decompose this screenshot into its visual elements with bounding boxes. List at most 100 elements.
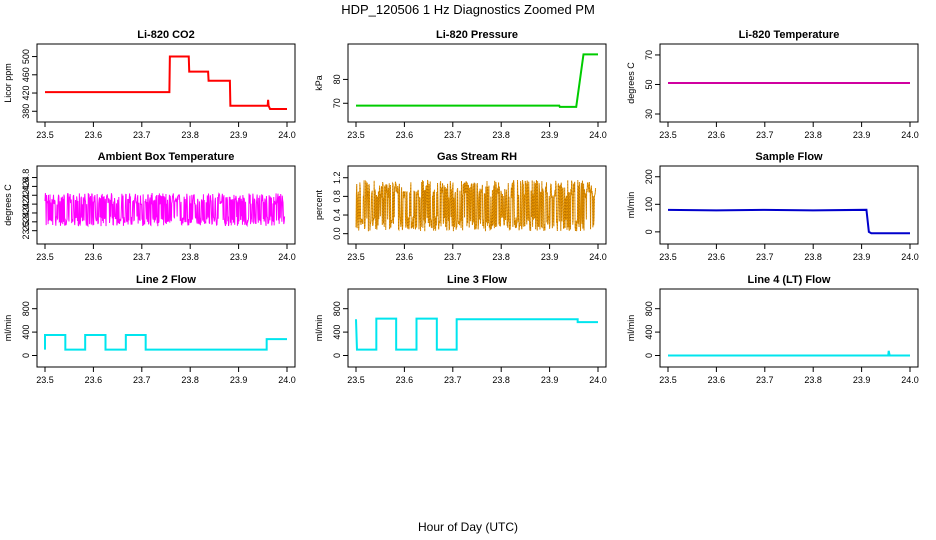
y-axis-label: ml/min: [3, 315, 13, 342]
plot-frame: [347, 43, 607, 123]
x-tick-label: 23.8: [492, 130, 510, 140]
y-axis-label: ml/min: [314, 315, 324, 342]
plot-frame: [36, 43, 296, 123]
y-axis-label: ml/min: [626, 315, 636, 342]
x-tick-label: 23.9: [541, 375, 559, 385]
plot-frame: [347, 288, 607, 368]
y-tick-label: 23.8: [21, 213, 31, 231]
x-tick-label: 23.5: [347, 130, 365, 140]
x-tick-label: 23.6: [396, 252, 414, 262]
x-tick-label: 24.0: [901, 252, 919, 262]
x-tick-label: 23.7: [133, 252, 151, 262]
figure-x-axis-label: Hour of Day (UTC): [418, 520, 518, 534]
series-line: [356, 53, 598, 108]
y-tick-label: 800: [21, 301, 31, 316]
x-tick-label: 23.5: [36, 130, 54, 140]
x-tick-label: 23.7: [756, 130, 774, 140]
y-tick-label: 24.0: [21, 204, 31, 222]
y-tick-label: 380: [21, 104, 31, 119]
x-tick-label: 23.6: [396, 130, 414, 140]
chart-panel-3: Li-820 Temperature degrees C 23.5 23.6 23.7 2…: [626, 29, 919, 140]
x-tick-label: 23.7: [756, 252, 774, 262]
y-tick-label: 200: [644, 169, 654, 184]
series-line: [668, 350, 910, 357]
y-axis-label: kPa: [314, 75, 324, 91]
y-tick-label: 30: [644, 109, 654, 119]
plot-frame: [659, 165, 919, 245]
y-tick-label: 0.0: [332, 227, 342, 240]
x-tick-label: 24.0: [901, 130, 919, 140]
panel-title: Line 3 Flow: [447, 274, 507, 286]
y-axis-label: Licor ppm: [3, 63, 13, 103]
y-tick-label: 24.8: [21, 169, 31, 187]
chart-panel-8: Line 3 Flow ml/min 23.5 23.6 23.7 23.8 23.9 24.…: [314, 274, 607, 385]
y-tick-label: 0: [21, 353, 31, 358]
x-tick-label: 23.9: [230, 252, 248, 262]
y-tick-label: 400: [644, 325, 654, 340]
y-tick-label: 0.4: [332, 209, 342, 222]
y-tick-label: 800: [332, 301, 342, 316]
chart-panel-5: Gas Stream RH percent 23.5 23.6 23.7 23.8 23.9…: [314, 151, 607, 262]
x-tick-label: 23.9: [541, 130, 559, 140]
y-tick-label: 400: [332, 325, 342, 340]
y-tick-label: 100: [644, 197, 654, 212]
panel-title: Li-820 CO2: [137, 29, 194, 41]
x-tick-label: 23.6: [396, 375, 414, 385]
y-tick-label: 24.6: [21, 178, 31, 196]
chart-panel-9: Line 4 (LT) Flow ml/min 23.5 23.6 23.7 23.8 23…: [626, 274, 919, 385]
x-tick-label: 23.7: [444, 252, 462, 262]
x-tick-label: 23.5: [659, 252, 677, 262]
x-tick-label: 23.6: [708, 375, 726, 385]
plot-frame: [659, 43, 919, 123]
x-tick-label: 23.9: [230, 130, 248, 140]
x-tick-label: 23.8: [492, 375, 510, 385]
x-tick-label: 23.7: [133, 130, 151, 140]
x-tick-label: 24.0: [278, 252, 296, 262]
x-tick-label: 23.6: [708, 130, 726, 140]
x-tick-label: 23.5: [36, 375, 54, 385]
x-tick-label: 23.9: [853, 252, 871, 262]
series-line: [667, 208, 910, 235]
x-tick-label: 23.9: [853, 130, 871, 140]
x-tick-label: 23.5: [659, 130, 677, 140]
y-axis-label: ml/min: [626, 192, 636, 219]
x-tick-label: 23.5: [347, 252, 365, 262]
x-tick-label: 23.7: [444, 130, 462, 140]
y-tick-label: 70: [332, 98, 342, 108]
x-tick-label: 24.0: [901, 375, 919, 385]
x-tick-label: 24.0: [278, 130, 296, 140]
series-line: [45, 55, 287, 110]
chart-panel-1: Li-820 CO2 Licor ppm 23.5 23.6 23.7 23.8 23.9 2…: [3, 29, 296, 140]
x-tick-label: 23.9: [541, 252, 559, 262]
x-tick-label: 23.9: [230, 375, 248, 385]
figure-title: HDP_120506 1 Hz Diagnostics Zoomed PM: [341, 2, 595, 17]
chart-panel-7: Line 2 Flow ml/min 23.5 23.6 23.7 23.8 23.9 24.…: [3, 274, 296, 385]
series-line: [355, 317, 598, 351]
y-tick-label: 400: [21, 325, 31, 340]
y-axis-label: percent: [314, 189, 324, 220]
y-tick-label: 50: [644, 79, 654, 89]
y-tick-label: 1.2: [332, 171, 342, 184]
x-tick-label: 23.8: [181, 375, 199, 385]
y-tick-label: 500: [21, 49, 31, 64]
y-axis-label: degrees C: [626, 62, 636, 104]
x-tick-label: 23.5: [347, 375, 365, 385]
x-tick-label: 23.7: [756, 375, 774, 385]
panel-title: Gas Stream RH: [437, 151, 517, 163]
x-tick-label: 24.0: [589, 375, 607, 385]
panel-title: Line 4 (LT) Flow: [748, 274, 831, 286]
panel-title: Li-820 Temperature: [739, 29, 840, 41]
x-tick-label: 24.0: [589, 252, 607, 262]
x-tick-label: 23.9: [853, 375, 871, 385]
plot-frame: [347, 165, 607, 245]
plot-frame: [36, 288, 296, 368]
x-tick-label: 23.8: [804, 130, 822, 140]
y-tick-label: 70: [644, 50, 654, 60]
x-tick-label: 23.6: [85, 375, 103, 385]
panel-title: Li-820 Pressure: [436, 29, 518, 41]
y-tick-label: 420: [21, 86, 31, 101]
y-tick-label: 0: [644, 229, 654, 234]
chart-panel-6: Sample Flow ml/min 23.5 23.6 23.7 23.8 23.9 24.…: [626, 151, 919, 262]
x-tick-label: 23.5: [36, 252, 54, 262]
